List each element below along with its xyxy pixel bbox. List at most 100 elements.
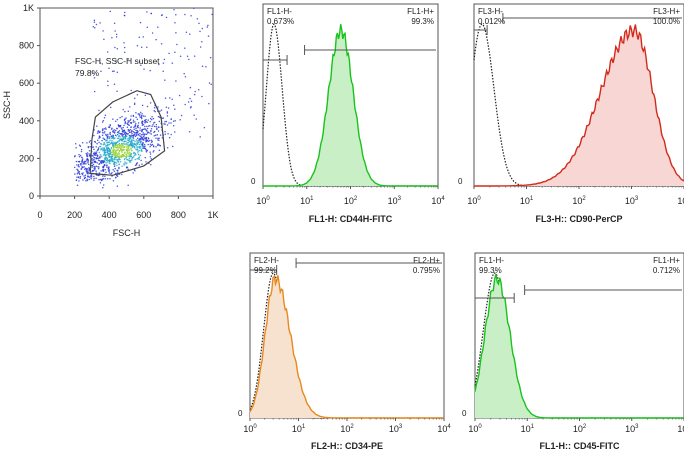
scatter-dot [140,159,142,162]
scatter-dot [108,126,111,128]
scatter-dot [174,108,176,110]
scatter-dot [128,154,131,156]
scatter-dot [129,155,131,157]
histogram-x-tick-base: 10 [292,424,302,434]
scatter-dot [116,149,119,152]
scatter-x-tick-label: 400 [102,210,117,220]
histogram-x-tick-label: 101 [300,196,314,206]
scatter-dot [129,118,132,120]
scatter-dot [120,127,123,129]
scatter-dot [117,169,119,172]
scatter-dot [119,145,121,147]
scatter-dot [172,125,175,127]
histogram-x-tick-exponent: 0 [253,424,257,430]
scatter-dot [98,109,100,112]
scatter-dot [135,148,137,151]
scatter-dot [79,175,82,178]
scatter-dot [145,150,148,153]
scatter-y-tick-label: 600 [19,78,34,88]
scatter-dot [99,178,102,181]
scatter-dot [139,141,142,144]
scatter-dot [123,162,125,165]
scatter-dot [128,136,130,139]
scatter-dot [95,23,98,26]
scatter-dot [119,133,122,135]
scatter-dot [201,27,204,30]
histogram-y-tick-label: 0 [458,177,463,186]
scatter-dot [137,122,140,124]
scatter-dot [123,14,126,17]
scatter-dot [139,21,142,24]
scatter-dot [173,8,175,11]
scatter-dot [161,14,163,16]
scatter-dot [92,146,95,148]
scatter-dot [150,118,153,121]
scatter-dot [110,160,112,162]
scatter-dot [130,89,132,92]
scatter-dot [112,141,114,143]
scatter-dot [119,125,121,127]
scatter-dot [174,131,176,133]
scatter-dot [139,127,141,129]
scatter-dot [110,135,113,137]
scatter-dot [108,150,110,153]
scatter-dot [123,148,126,151]
scatter-dot [100,70,102,73]
scatter-dot [126,155,128,158]
scatter-dot [97,157,100,159]
scatter-dot [146,125,148,128]
scatter-dot [140,46,143,49]
scatter-dot [193,93,196,96]
histogram-sample-fill [474,24,684,186]
scatter-dot [103,161,106,163]
scatter-dot [136,137,139,140]
scatter-dot [135,123,137,125]
scatter-y-axis-label: SSC-H [2,91,12,119]
scatter-dot [116,137,119,140]
scatter-dot [116,164,118,167]
scatter-dot [99,156,101,158]
scatter-dot [109,123,111,126]
scatter-dot [168,52,170,55]
scatter-dot [123,11,126,14]
scatter-dot [140,64,142,66]
scatter-dot [132,172,134,174]
scatter-dot [135,145,138,147]
scatter-dot [86,179,89,182]
histogram-x-tick-label: 103 [389,424,403,434]
histogram-sample-curve [473,24,684,187]
scatter-dot [128,151,130,153]
scatter-dot [124,122,126,125]
gate-positive-label: FL2-H+ [413,256,440,265]
scatter-dot [93,90,96,93]
scatter-dot [165,106,168,108]
scatter-dot [112,152,115,154]
scatter-dot [84,174,87,176]
scatter-dot [140,144,143,146]
scatter-dot [139,134,141,137]
scatter-dot [98,151,101,154]
histogram-x-tick-label: 104 [437,424,451,434]
scatter-dot [144,121,146,123]
scatter-dot [146,11,148,13]
scatter-dot [76,172,79,175]
scatter-dot [133,131,136,134]
scatter-dot [190,15,192,17]
scatter-dot [122,131,125,133]
scatter-dot [93,179,95,181]
scatter-dot [159,144,161,147]
scatter-dot [114,155,117,157]
scatter-dot [142,123,145,126]
scatter-dot [196,17,199,20]
scatter-dot [81,156,83,159]
scatter-dot [119,116,121,119]
scatter-dot [109,142,112,145]
gate-positive-percent: 99.3% [411,17,434,26]
scatter-dot [77,160,80,163]
scatter-dot [115,162,118,164]
scatter-dot [144,145,146,147]
scatter-dot [163,58,166,61]
scatter-dot [124,161,126,163]
gate-negative-percent: 0.673% [267,17,294,26]
scatter-dot [113,83,116,85]
